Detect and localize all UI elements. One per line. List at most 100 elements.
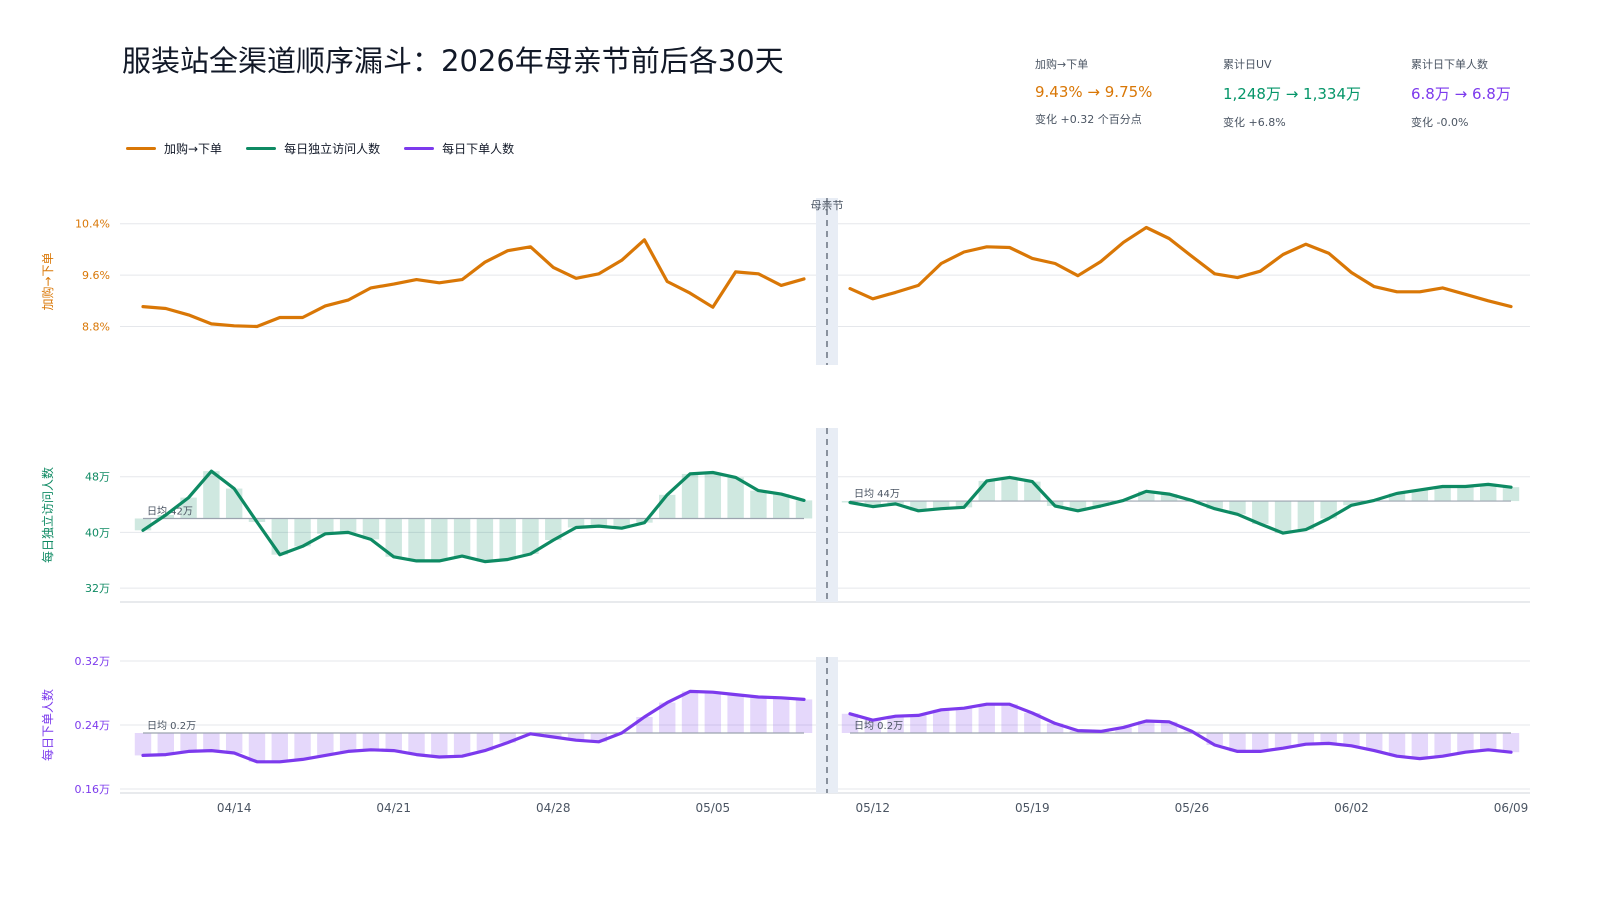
event-band bbox=[816, 198, 838, 365]
series-line-before bbox=[141, 238, 806, 329]
series-line-before bbox=[141, 469, 806, 564]
average-label: 日均 44万 bbox=[854, 488, 900, 500]
deviation-bar bbox=[362, 518, 380, 540]
deviation-bar bbox=[1388, 733, 1406, 757]
y-tick-label: 0.24万 bbox=[75, 719, 111, 732]
kpi-label: 加购→下单 bbox=[1035, 58, 1089, 71]
deviation-bar bbox=[1160, 494, 1178, 502]
deviation-bar bbox=[1343, 733, 1360, 746]
event-band bbox=[816, 428, 838, 602]
deviation-bar bbox=[134, 733, 152, 756]
deviation-bar bbox=[1366, 733, 1383, 751]
deviation-bar bbox=[841, 713, 859, 733]
event-label: 母亲节 bbox=[811, 198, 844, 212]
deviation-bar bbox=[887, 716, 904, 733]
deviation-bar bbox=[431, 518, 448, 561]
legend-label: 每日下单人数 bbox=[442, 142, 515, 156]
x-tick-label: 04/21 bbox=[376, 801, 411, 815]
kpi-add-to-order: 加购→下单 9.43% → 9.75% 变化 +0.32 个百分点 bbox=[1035, 56, 1225, 127]
kpi-change: 变化 -0.0% bbox=[1411, 116, 1469, 129]
deviation-bar bbox=[180, 733, 197, 752]
deviation-bar bbox=[203, 733, 220, 751]
deviation-bar bbox=[1274, 501, 1292, 534]
deviation-bar bbox=[1434, 486, 1451, 502]
deviation-bar bbox=[750, 697, 767, 733]
deviation-bar bbox=[659, 702, 676, 733]
kpi-label: 累计日下单人数 bbox=[1411, 58, 1488, 71]
deviation-bar bbox=[1024, 481, 1041, 502]
deviation-bar bbox=[681, 691, 699, 733]
deviation-bar bbox=[1320, 733, 1337, 744]
deviation-bar bbox=[1457, 486, 1474, 502]
deviation-bar bbox=[1229, 733, 1246, 752]
y-tick-label: 32万 bbox=[85, 582, 110, 595]
kpi-change: 变化 +0.32 个百分点 bbox=[1035, 113, 1142, 126]
deviation-bar bbox=[1001, 704, 1018, 733]
series-line-after bbox=[848, 702, 1513, 761]
kpi-value: 9.43% → 9.75% bbox=[1035, 83, 1153, 101]
deviation-bar bbox=[1343, 501, 1360, 506]
deviation-bar bbox=[180, 497, 197, 519]
deviation-bar bbox=[1434, 733, 1451, 757]
deviation-bar bbox=[1411, 489, 1429, 502]
deviation-bar bbox=[750, 490, 767, 519]
deviation-bar bbox=[408, 733, 425, 755]
deviation-bar bbox=[910, 501, 927, 511]
deviation-bar bbox=[1411, 733, 1429, 759]
deviation-bar bbox=[453, 518, 471, 557]
legend-swatch bbox=[246, 147, 277, 150]
legend-item: 每日独立访问人数 bbox=[246, 140, 380, 157]
legend-label: 加购→下单 bbox=[164, 142, 223, 156]
deviation-bar bbox=[659, 494, 676, 519]
legend-swatch bbox=[404, 147, 435, 150]
deviation-bar bbox=[317, 733, 334, 756]
deviation-bar bbox=[225, 488, 243, 519]
deviation-bar bbox=[932, 501, 950, 509]
deviation-bar bbox=[1092, 501, 1109, 506]
deviation-bar bbox=[727, 477, 744, 519]
x-tick-label: 06/02 bbox=[1334, 801, 1369, 815]
y-tick-label: 40万 bbox=[85, 526, 110, 539]
deviation-bar bbox=[955, 501, 973, 508]
deviation-bar bbox=[1252, 501, 1269, 525]
kpi-value: 1,248万 → 1,334万 bbox=[1223, 85, 1361, 103]
deviation-bar bbox=[955, 708, 973, 733]
legend-label: 每日独立访问人数 bbox=[284, 142, 381, 156]
kpi-daily-uv: 累计日UV 1,248万 → 1,334万 变化 +6.8% bbox=[1223, 56, 1413, 130]
kpi-change: 变化 +6.8% bbox=[1223, 116, 1286, 129]
deviation-bar bbox=[1388, 493, 1406, 502]
deviation-bar bbox=[545, 733, 562, 737]
deviation-bar bbox=[385, 518, 402, 557]
deviation-bar bbox=[1480, 733, 1497, 750]
deviation-bar bbox=[317, 518, 334, 534]
deviation-bar bbox=[1206, 501, 1223, 509]
deviation-bar bbox=[864, 501, 881, 507]
deviation-bar bbox=[1046, 723, 1064, 733]
deviation-bar bbox=[590, 733, 608, 742]
deviation-bar bbox=[453, 733, 471, 757]
deviation-bar bbox=[704, 472, 722, 519]
x-tick-label: 05/05 bbox=[696, 801, 731, 815]
average-label: 日均 0.2万 bbox=[854, 720, 903, 732]
x-tick-label: 05/12 bbox=[855, 801, 890, 815]
y-tick-label: 0.16万 bbox=[75, 783, 111, 796]
legend-item: 每日下单人数 bbox=[404, 140, 514, 157]
kpi-value: 6.8万 → 6.8万 bbox=[1411, 85, 1511, 103]
deviation-bar bbox=[773, 697, 790, 733]
deviation-bar bbox=[408, 518, 425, 561]
deviation-bar bbox=[248, 733, 266, 762]
series-line-before bbox=[141, 689, 806, 764]
deviation-bar bbox=[795, 699, 813, 733]
deviation-bar bbox=[590, 518, 608, 527]
deviation-bar bbox=[978, 704, 995, 733]
deviation-bar bbox=[773, 494, 790, 519]
deviation-bar bbox=[476, 733, 494, 751]
deviation-bar bbox=[704, 692, 722, 733]
deviation-bar bbox=[567, 518, 585, 528]
chart-panel-1: 8.8% 9.6% 10.4% 加购→下单 bbox=[40, 198, 1530, 365]
y-tick-label: 8.8% bbox=[82, 320, 110, 333]
deviation-bar bbox=[476, 518, 494, 562]
